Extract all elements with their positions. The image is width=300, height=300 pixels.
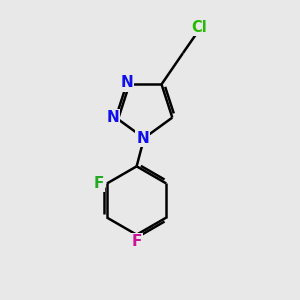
Text: F: F xyxy=(131,234,142,249)
Text: N: N xyxy=(106,110,119,125)
Text: N: N xyxy=(136,130,149,146)
Text: Cl: Cl xyxy=(191,20,207,35)
Text: F: F xyxy=(94,176,104,191)
Text: N: N xyxy=(120,75,133,90)
